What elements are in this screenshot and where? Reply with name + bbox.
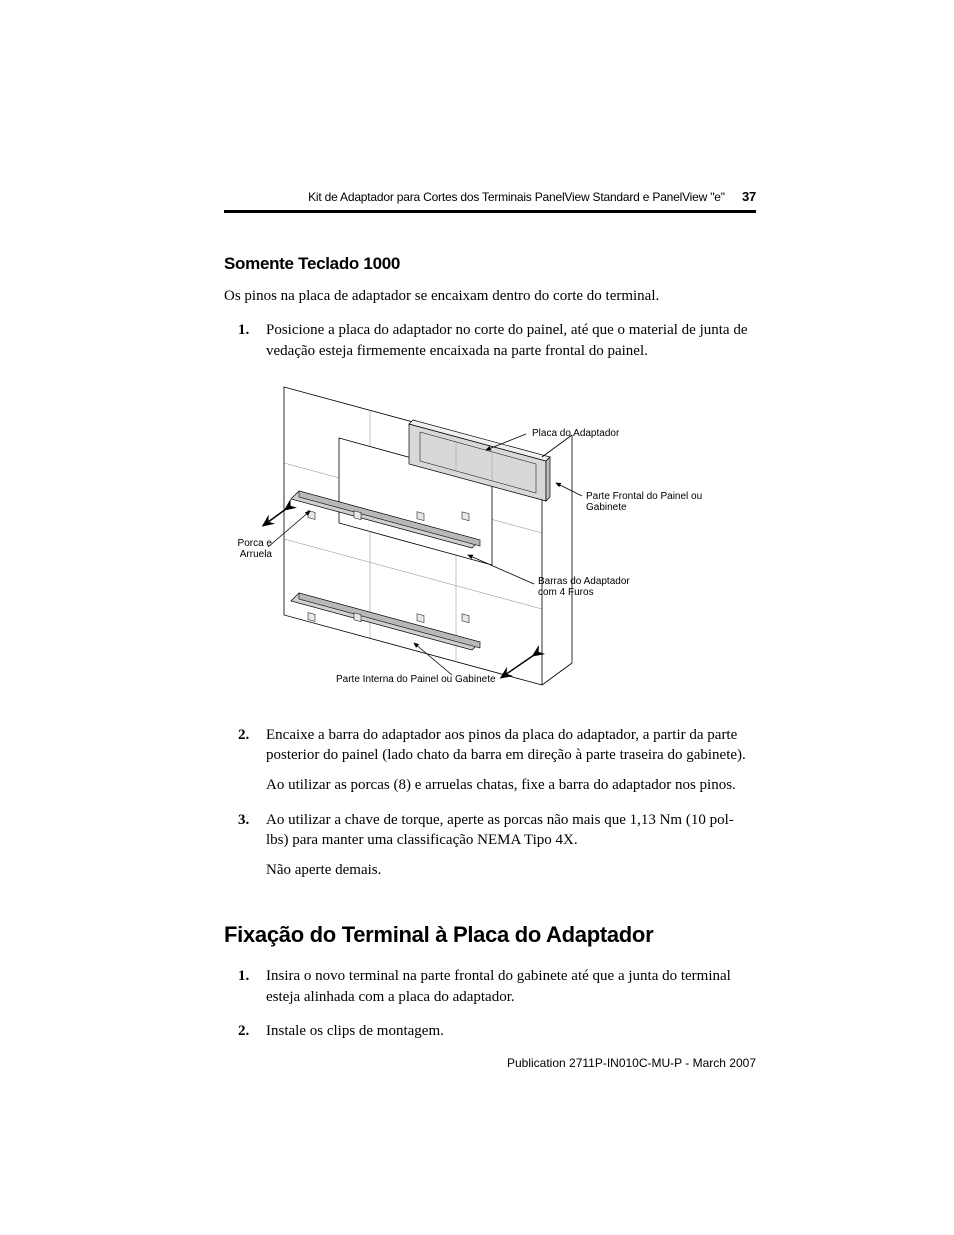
step-text: Ao utilizar as porcas (8) e arruelas cha… [266,775,756,795]
page-footer: Publication 2711P-IN010C-MU-P - March 20… [224,1056,756,1070]
step-text: Posicione a placa do adaptador no corte … [266,320,756,361]
step-text: Instale os clips de montagem. [266,1021,756,1041]
callout-placa: Placa do Adaptador [532,428,619,440]
callout-porca: Porca e Arruela [232,538,272,561]
step-2: 2. Encaixe a barra do adaptador aos pino… [266,725,756,796]
step-number: 2. [238,725,249,745]
callout-frontal: Parte Frontal do Painel ou Gabinete [586,491,744,514]
step-text: Não aperte demais. [266,860,756,880]
step-number: 2. [238,1021,249,1041]
main-content: Somente Teclado 1000 Os pinos na placa d… [224,254,756,1055]
step-number: 3. [238,810,249,830]
step-text: Insira o novo terminal na parte frontal … [266,966,756,1007]
callout-barras: Barras do Adaptador com 4 Furos [538,576,630,599]
callout-porca-l1: Porca e [238,538,272,549]
page-number: 37 [742,189,756,204]
motion-arrow-tl [264,509,286,525]
leader-frontal [556,483,582,496]
step-text: Ao utilizar a chave de torque, aperte as… [266,810,756,851]
step-1: 1. Insira o novo terminal na parte front… [266,966,756,1007]
step-3: 3. Ao utilizar a chave de torque, aperte… [266,810,756,881]
diagram-svg [224,375,744,705]
callout-porca-l2: Arruela [240,549,272,560]
header-rule [224,210,756,213]
step-2: 2. Instale os clips de montagem. [266,1021,756,1041]
page-header: Kit de Adaptador para Cortes dos Termina… [224,189,756,204]
callout-interna: Parte Interna do Painel ou Gabinete [336,674,496,686]
callout-barras-l2: com 4 Furos [538,587,594,598]
section2-steps: 1. Insira o novo terminal na parte front… [224,966,756,1041]
step-1: 1. Posicione a placa do adaptador no cor… [266,320,756,705]
step-text: Encaixe a barra do adaptador aos pinos d… [266,725,756,766]
section1-intro: Os pinos na placa de adaptador se encaix… [224,286,756,306]
step-number: 1. [238,966,249,986]
adapter-diagram: Placa do Adaptador Parte Frontal do Pain… [224,375,744,705]
header-title: Kit de Adaptador para Cortes dos Termina… [308,190,725,204]
section2-heading: Fixação do Terminal à Placa do Adaptador [224,922,756,948]
callout-barras-l1: Barras do Adaptador [538,576,630,587]
section1-steps: 1. Posicione a placa do adaptador no cor… [224,320,756,880]
section1-heading: Somente Teclado 1000 [224,254,756,274]
step-number: 1. [238,320,249,340]
